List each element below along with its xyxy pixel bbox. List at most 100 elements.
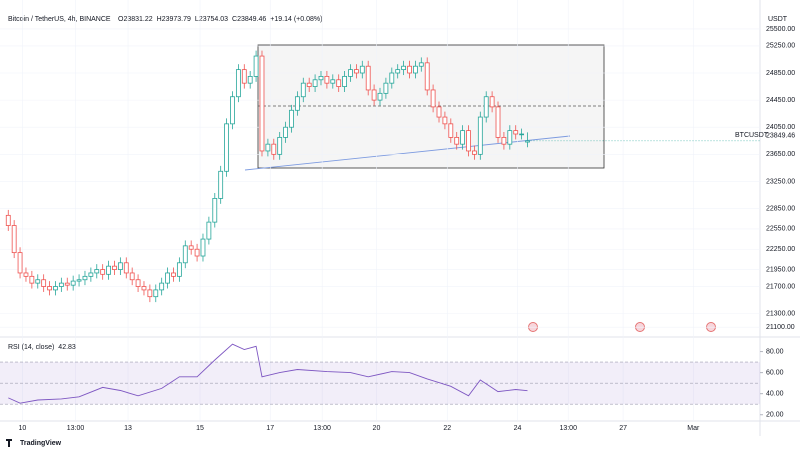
candle-body (454, 136, 460, 145)
y-tick-label: 25500.00 (766, 26, 795, 33)
brand: TradingView (20, 440, 62, 447)
candle-body (94, 269, 100, 274)
candle-body (23, 272, 29, 277)
candle-body (318, 75, 324, 81)
candle-body (212, 198, 218, 223)
y-tick-label: 25250.00 (766, 43, 795, 50)
candle-body (348, 69, 353, 77)
candle-body (418, 62, 424, 67)
y-tick-label: 22550.00 (766, 226, 795, 233)
candle-body (489, 96, 495, 108)
candle-body (64, 282, 70, 286)
candle-body (147, 289, 153, 298)
candle-body (436, 106, 442, 118)
candle-body (53, 286, 58, 291)
candle-body (283, 126, 288, 138)
candle-body (247, 75, 253, 84)
trend-line[interactable] (244, 135, 571, 171)
y-tick-label: 23650.00 (766, 151, 795, 158)
candle-body (312, 79, 318, 87)
y-tick-label: 24450.00 (766, 97, 795, 104)
candle-body (377, 92, 383, 101)
candle-body (513, 130, 519, 135)
candle-body (76, 279, 82, 282)
currency-label: USDT (768, 16, 788, 23)
candle-body (389, 72, 395, 84)
candle-body (117, 262, 123, 270)
candle-body (407, 65, 412, 74)
candle-body (188, 245, 194, 250)
candle-body (35, 279, 41, 284)
last-price-label: 23849.46 (766, 133, 795, 140)
candle-body (359, 65, 365, 74)
candle-body (466, 130, 471, 152)
candle-body (153, 289, 159, 298)
candle-body (106, 265, 111, 275)
ohlc-value: O23831.22 (118, 16, 153, 23)
y-tick-label: 22850.00 (766, 205, 795, 212)
y-tick-label: 21950.00 (766, 266, 795, 273)
y-tick-label: 21300.00 (766, 310, 795, 317)
candle-body (371, 89, 377, 101)
x-tick-label: 13:00 (313, 425, 331, 432)
candle-body (495, 106, 501, 138)
candle-body (442, 116, 448, 125)
candle-body (519, 133, 525, 136)
x-tick-label: 20 (373, 425, 381, 432)
x-tick-label: 17 (266, 425, 274, 432)
x-tick-label: 22 (443, 425, 451, 432)
y-tick-label: 21700.00 (766, 283, 795, 290)
candle-body (47, 286, 52, 291)
candle-body (336, 79, 342, 87)
candle-body (129, 272, 135, 281)
rsi-title: RSI (14, close) (8, 344, 54, 351)
candle-body (460, 130, 466, 145)
x-tick-label: 10 (19, 425, 27, 432)
y-tick-label: 24050.00 (766, 124, 795, 131)
candle-body (82, 275, 88, 281)
y-tick-label: 24850.00 (766, 70, 795, 77)
rsi-line (8, 343, 528, 404)
candle-body (472, 150, 477, 155)
y-tick-label: 20.00 (766, 412, 784, 419)
y-tick-label: 21100.00 (766, 324, 795, 331)
candle-body (300, 82, 306, 98)
candle-body (306, 82, 312, 87)
x-tick-label: 27 (619, 425, 627, 432)
candle-body (135, 279, 141, 287)
candle-body (448, 123, 454, 138)
candle-body (159, 282, 165, 291)
candle-body (224, 123, 229, 172)
x-tick-label: 13:00 (67, 425, 85, 432)
y-tick-label: 22250.00 (766, 246, 795, 253)
candle-body (507, 130, 513, 145)
candle-body (230, 96, 235, 125)
candle-body (271, 143, 277, 155)
candle-body (277, 136, 283, 155)
candle-body (88, 272, 94, 277)
candle-body (424, 62, 430, 91)
candle-body (70, 280, 76, 286)
symbol-title: Bitcoin / TetherUS, 4h, BINANCE (8, 16, 111, 23)
candle-body (194, 248, 200, 257)
x-tick-label: 13 (124, 425, 132, 432)
candle-body (112, 265, 117, 270)
candle-body (17, 252, 23, 274)
candle-body (383, 82, 389, 94)
candle-body (58, 282, 64, 287)
candle-body (41, 279, 47, 287)
candle-body (176, 262, 182, 277)
candle-body (200, 238, 206, 257)
candle-body (294, 96, 300, 111)
candle-body (100, 269, 106, 275)
rsi-last: 42.83 (58, 344, 76, 351)
candle-body (253, 55, 259, 77)
candle-body (218, 170, 224, 199)
candle-body (353, 69, 359, 74)
candle-body (11, 225, 17, 254)
y-tick-label: 23250.00 (766, 178, 795, 185)
y-tick-label: 60.00 (766, 369, 784, 376)
candle-body (259, 55, 265, 152)
candle-body (413, 65, 418, 74)
candle-body (342, 75, 347, 87)
